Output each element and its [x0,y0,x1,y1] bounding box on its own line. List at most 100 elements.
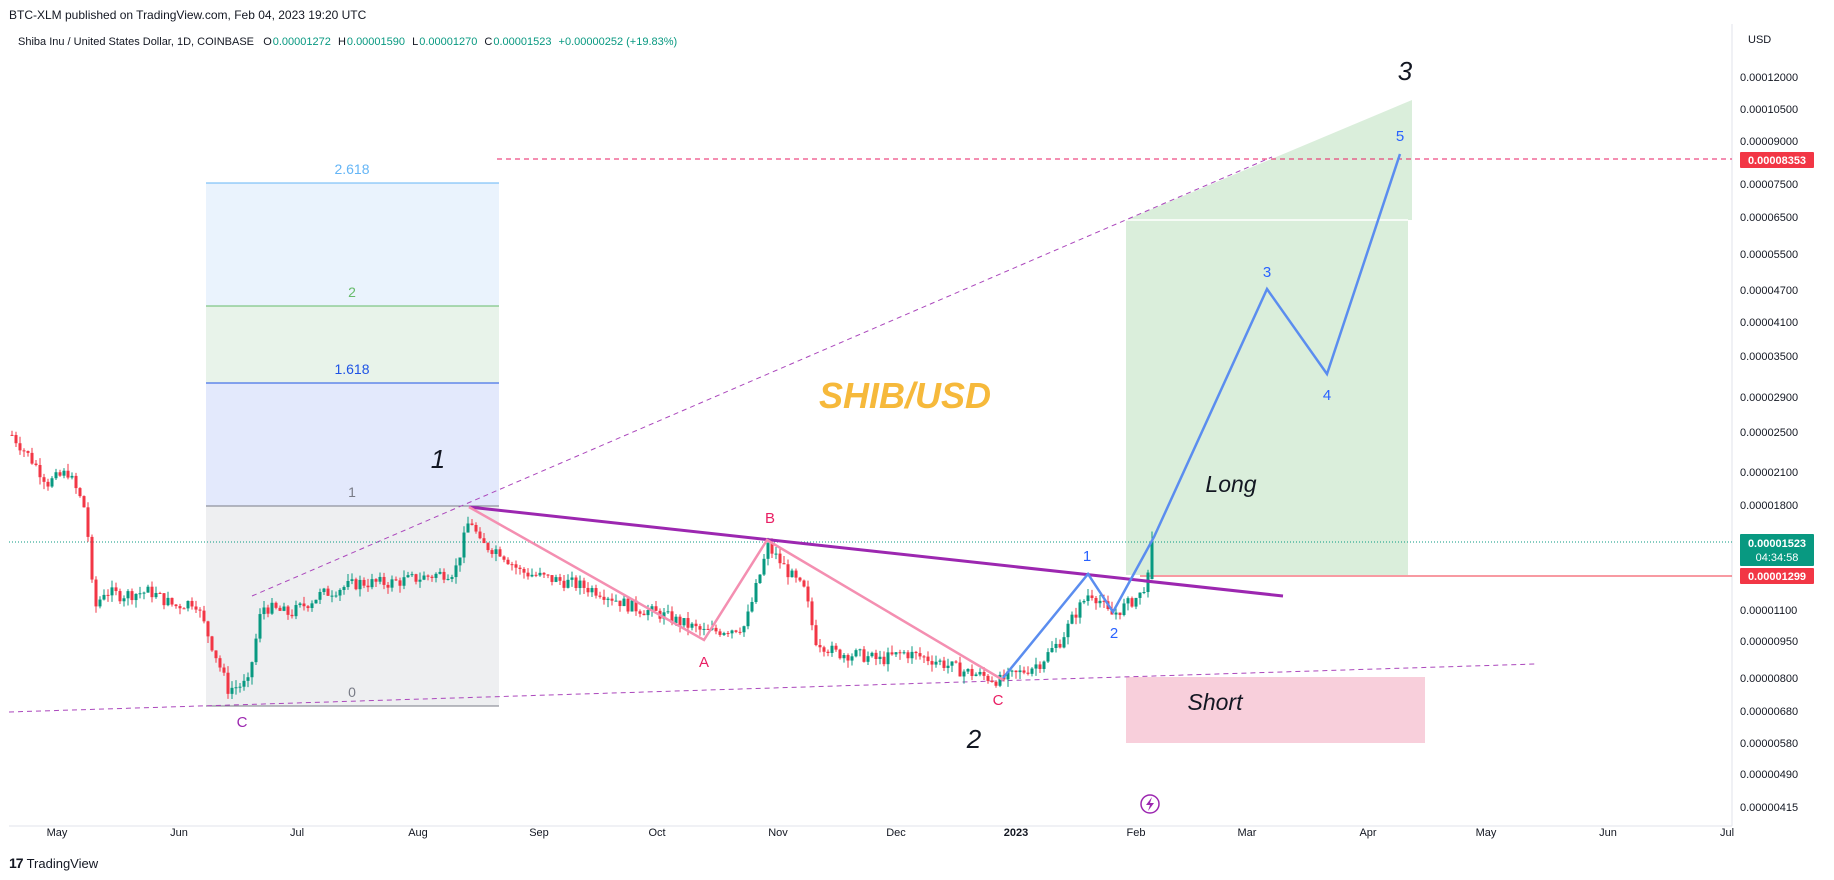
candle-body [690,623,694,628]
candle-body [370,579,374,588]
descending-trendline[interactable] [468,505,1284,598]
candle-body [386,584,390,588]
candle-body [1066,623,1070,638]
long-position[interactable] [1126,100,1412,575]
candle-body [1134,597,1138,607]
abc-zigzag[interactable] [468,505,1004,682]
candle-body [854,650,858,657]
candle-body [46,481,50,487]
candle-body [806,586,810,602]
candle-body [14,435,18,444]
ohlc-close: 0.00001523 [493,36,552,48]
candle-body [1022,670,1026,673]
candle-body [570,577,574,580]
candle-body [770,543,774,554]
short-position[interactable] [1126,677,1425,743]
candle-body [1138,592,1142,598]
candle-body [662,612,666,619]
y-tick-label: 0.00006500 [1740,212,1798,224]
candle-body [722,633,726,635]
candle-body [1142,592,1146,594]
candle-body [290,614,294,617]
candle-body [170,597,174,605]
y-tick-label: 0.00001800 [1740,500,1798,512]
y-tick-label: 0.00002500 [1740,427,1798,439]
candle-body [1106,601,1110,609]
candle-body [406,575,410,578]
time-axis[interactable]: May Jun Jul Aug Sep Oct Nov Dec 2023 Feb Mar Apr May… [47,827,1734,839]
candle-body [642,613,646,616]
candle-body [226,672,230,694]
candle-body [82,496,86,508]
candle-body [250,662,254,678]
candle-body [254,638,258,663]
candle-body [1094,597,1098,604]
candle-body [1146,572,1150,593]
candle-body [846,655,850,661]
candle-body [1062,637,1066,648]
candle-body [530,574,534,577]
price-tag-breakout: 0.00001299 [1740,568,1814,584]
candle-body [314,599,318,604]
candle-body [782,563,786,565]
bar-countdown: 04:34:58 [1756,552,1799,564]
candle-body [866,656,870,662]
candle-body [42,477,46,482]
candle-body [398,580,402,586]
candle-body [1130,598,1134,607]
candle-body [546,574,550,576]
x-tick-label: 2023 [1004,827,1028,839]
candle-body [890,652,894,655]
candles[interactable] [10,430,1154,699]
candle-body [70,475,74,478]
candle-body [870,652,874,657]
candle-body [646,610,650,616]
candle-body [974,674,978,676]
candle-body [786,564,790,578]
y-tick-label: 0.00005500 [1740,249,1798,261]
candle-body [458,557,462,566]
candle-body [674,616,678,624]
candle-body [894,652,898,655]
price-axis[interactable]: 0.00012000 0.00010500 0.00009000 0.00007500… [1740,72,1798,814]
y-tick-label: 0.00004100 [1740,317,1798,329]
y-tick-label: 0.00000415 [1740,802,1798,814]
candle-body [518,567,522,569]
candle-body [814,625,818,646]
impulse-wave-path[interactable] [1002,153,1402,679]
lightning-icon[interactable] [1140,794,1160,814]
symbol-title: Shiba Inu / United States Dollar, 1D, CO… [18,36,255,48]
candle-body [874,652,878,660]
x-tick-label: Apr [1359,827,1376,839]
x-tick-label: Aug [408,827,428,839]
candle-body [230,687,234,694]
candle-body [598,595,602,597]
candle-body [850,656,854,661]
svg-text:0.00001299: 0.00001299 [1748,571,1806,583]
candle-body [774,553,778,555]
candle-body [238,686,242,688]
candle-body [342,587,346,590]
candle-body [1018,670,1022,673]
lower-channel-line[interactable] [8,663,1536,713]
ohlc-high: 0.00001590 [346,36,406,48]
x-tick-label: Dec [886,827,906,839]
x-tick-label: Feb [1127,827,1146,839]
candle-body [1038,664,1042,669]
upper-channel-line[interactable] [251,156,1273,597]
candle-body [98,599,102,607]
fib-extension[interactable]: 2.618 2 1.618 1 0 [206,161,499,707]
candle-body [666,611,670,613]
tradingview-footer[interactable]: 17 TradingView [9,855,98,871]
publish-info: BTC-XLM published on TradingView.com, Fe… [9,8,367,22]
candle-body [926,656,930,662]
wave-major-1: 1 [431,444,445,474]
candle-body [1042,661,1046,669]
candle-body [582,580,586,588]
candle-body [206,621,210,637]
candle-body [514,564,518,568]
candle-body [246,677,250,681]
candle-body [590,588,594,593]
candle-body [1030,668,1034,674]
